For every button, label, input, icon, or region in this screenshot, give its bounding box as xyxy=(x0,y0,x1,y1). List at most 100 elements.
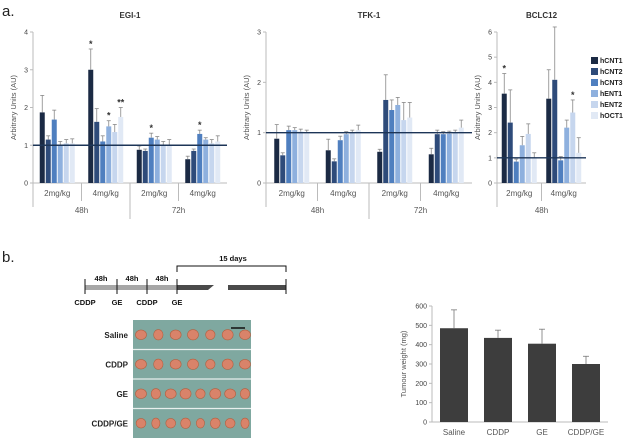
bar-hENT2-3 xyxy=(452,132,458,183)
tumour-specimen xyxy=(179,388,192,400)
tumour-specimen xyxy=(239,359,251,370)
bar-hENT2-1 xyxy=(570,112,576,183)
tumour-specimen xyxy=(153,329,164,341)
chart-title: EGI-1 xyxy=(120,11,141,20)
panel-a-label: a. xyxy=(2,3,15,20)
bar-hCNT1-1 xyxy=(546,98,552,183)
y-tick-label: 200 xyxy=(415,381,427,388)
tumour-specimen xyxy=(150,388,161,400)
y-tick-label: 0 xyxy=(488,181,492,188)
bar-hENT1-0 xyxy=(519,145,525,183)
bar-hCNT2-2 xyxy=(142,150,148,183)
y-tick-label: 1 xyxy=(24,143,28,150)
y-axis-label: Tumour weight (mg) xyxy=(399,330,408,397)
legend-label-hENT2: hENT2 xyxy=(600,102,622,109)
category-label: 2mg/kg xyxy=(44,189,70,198)
category-label: 4mg/kg xyxy=(433,189,459,198)
y-tick-label: 1 xyxy=(257,130,261,137)
tumour-specimen xyxy=(135,388,147,399)
timeline-break-mark xyxy=(204,285,214,290)
timeline-event-label: CDDP xyxy=(136,298,157,307)
bar-Saline xyxy=(440,328,468,422)
bar-hCNT3-3 xyxy=(440,134,446,183)
period-label: 15 days xyxy=(219,254,247,263)
category-label: 4mg/kg xyxy=(330,189,356,198)
bar-hENT2-1 xyxy=(112,132,118,183)
bar-hOCT1-1 xyxy=(118,116,124,183)
bar-hENT1-1 xyxy=(106,126,112,183)
legend-swatch-hCNT2 xyxy=(591,68,598,75)
bar-hCNT3-0 xyxy=(51,119,57,183)
y-tick-label: 4 xyxy=(488,80,492,87)
legend-label-hCNT2: hCNT2 xyxy=(600,69,623,76)
bar-hCNT1-1 xyxy=(325,150,331,183)
bar-hOCT1-2 xyxy=(407,117,413,183)
chart-egi-1: EGI-1 Arbitrary Units (AU) 0 1 2 3 4 2mg/kg 4mg/… xyxy=(9,11,227,219)
bar-hENT2-2 xyxy=(401,120,407,183)
tumour-specimen xyxy=(224,418,236,429)
y-axis-label: Arbitrary Units (AU) xyxy=(9,74,18,140)
significance-marker: ** xyxy=(117,98,125,108)
period-bracket xyxy=(176,265,287,272)
bar-hCNT1-2 xyxy=(136,149,142,183)
group-label: 48h xyxy=(535,206,548,215)
tumour-specimen xyxy=(209,388,222,400)
tumour-specimen xyxy=(135,418,147,429)
tumour-specimen xyxy=(210,417,221,429)
category-label: 4mg/kg xyxy=(551,189,577,198)
bar-GE xyxy=(528,343,556,422)
bar-hENT1-0 xyxy=(57,145,63,183)
bar-hCNT3-0 xyxy=(286,130,292,183)
bar-hOCT1-1 xyxy=(355,130,361,183)
panel-b-label: b. xyxy=(2,249,15,266)
y-tick-label: 2 xyxy=(24,105,28,112)
y-tick-label: 3 xyxy=(257,30,261,37)
bar-hCNT1-2 xyxy=(377,151,383,183)
bar-hOCT1-1 xyxy=(576,152,582,183)
category-label: CDDP/GE xyxy=(568,428,604,437)
group-label: 72h xyxy=(414,206,427,215)
timeline-interval-label: 48h xyxy=(95,274,108,283)
group-label: 72h xyxy=(172,206,185,215)
category-label: 4mg/kg xyxy=(93,189,119,198)
category-label: 2mg/kg xyxy=(141,189,167,198)
bar-hCNT1-3 xyxy=(428,154,434,183)
bar-hCNT2-1 xyxy=(94,121,100,183)
category-label: 2mg/kg xyxy=(506,189,532,198)
bar-hCNT2-1 xyxy=(552,79,558,183)
group-label: 48h xyxy=(311,206,324,215)
tumour-specimen xyxy=(221,358,234,370)
bar-hCNT1-0 xyxy=(39,112,45,183)
timeline-bar-gray xyxy=(85,285,177,290)
legend-swatch-hOCT1 xyxy=(591,112,598,119)
y-tick-label: 300 xyxy=(415,362,427,369)
y-tick-label: 1 xyxy=(488,155,492,162)
y-tick-label: 600 xyxy=(415,304,427,311)
significance-marker: * xyxy=(107,111,111,121)
y-tick-label: 2 xyxy=(488,130,492,137)
bar-hENT2-1 xyxy=(349,132,355,183)
tumour-group-label: GE xyxy=(116,390,128,399)
bar-hOCT1-0 xyxy=(531,157,537,183)
bar-hENT1-2 xyxy=(154,139,160,183)
legend-label-hENT1: hENT1 xyxy=(600,91,622,98)
significance-marker: * xyxy=(502,64,506,74)
legend-swatch-hENT1 xyxy=(591,90,598,97)
y-tick-label: 4 xyxy=(24,30,28,37)
chart-tumour-weight: Tumour weight (mg) 0 100 200 300 400 500 600 Sal… xyxy=(399,304,608,437)
legend-label-hCNT3: hCNT3 xyxy=(600,80,623,87)
bar-hENT1-1 xyxy=(564,127,570,183)
y-tick-label: 0 xyxy=(257,181,261,188)
category-label: GE xyxy=(536,428,548,437)
bar-hOCT1-2 xyxy=(166,145,172,183)
bar-hCNT1-3 xyxy=(185,159,191,183)
bar-hENT2-0 xyxy=(63,143,69,183)
significance-marker: * xyxy=(571,90,575,100)
tumour-specimen xyxy=(153,358,164,370)
tumour-specimen xyxy=(135,359,147,370)
tumour-specimen xyxy=(164,388,177,399)
bar-hCNT3-1 xyxy=(558,160,564,183)
chart-title: BCLC12 xyxy=(526,11,558,20)
tumour-specimen xyxy=(169,329,182,340)
y-tick-label: 3 xyxy=(24,67,28,74)
